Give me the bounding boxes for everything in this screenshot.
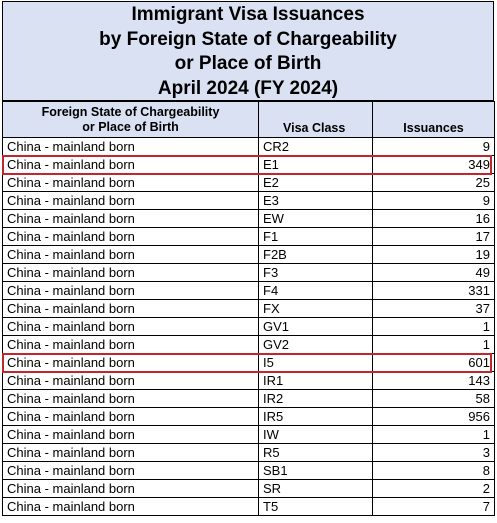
- issuances-cell: 601: [372, 353, 495, 372]
- issuances-cell: 7: [372, 497, 495, 516]
- issuances-cell: 37: [372, 299, 495, 318]
- issuances-cell: 1: [372, 335, 495, 354]
- issuances-cell: 25: [372, 173, 495, 192]
- table-row: China - mainland born GV1 1: [2, 317, 495, 336]
- state-cell: China - mainland born: [2, 371, 259, 390]
- issuances-cell: 3: [372, 443, 495, 462]
- issuances-cell: 8: [372, 461, 495, 480]
- issuances-cell: 9: [372, 137, 495, 156]
- table-row: China - mainland born IW 1: [2, 425, 495, 444]
- visa-class-cell: IR5: [258, 407, 373, 426]
- state-cell: China - mainland born: [2, 335, 259, 354]
- visa-class-cell: IR1: [258, 371, 373, 390]
- issuances-cell: 349: [372, 155, 495, 174]
- title-line-2: by Foreign State of Chargeability: [99, 28, 397, 50]
- table-body: China - mainland born CR2 9 China - mainlan…: [2, 137, 495, 516]
- visa-class-cell: EW: [258, 209, 373, 228]
- issuances-cell: 2: [372, 479, 495, 498]
- table-row: China - mainland born I5 601: [2, 353, 495, 372]
- table-row: China - mainland born CR2 9: [2, 137, 495, 156]
- state-cell: China - mainland born: [2, 479, 259, 498]
- table-row: China - mainland born EW 16: [2, 209, 495, 228]
- state-cell: China - mainland born: [2, 317, 259, 336]
- table-row: China - mainland born R5 3: [2, 443, 495, 462]
- table-row: China - mainland born F4 331: [2, 281, 495, 300]
- visa-class-cell: CR2: [258, 137, 373, 156]
- state-cell: China - mainland born: [2, 137, 259, 156]
- table-row: China - mainland born E3 9: [2, 191, 495, 210]
- issuances-cell: 1: [372, 425, 495, 444]
- state-cell: China - mainland born: [2, 461, 259, 480]
- issuances-cell: 9: [372, 191, 495, 210]
- issuances-cell: 143: [372, 371, 495, 390]
- visa-class-cell: SR: [258, 479, 373, 498]
- visa-class-cell: E2: [258, 173, 373, 192]
- state-cell: China - mainland born: [2, 155, 259, 174]
- state-cell: China - mainland born: [2, 173, 259, 192]
- column-header-state-line-2: or Place of Birth: [82, 119, 179, 134]
- state-cell: China - mainland born: [2, 209, 259, 228]
- table-row: China - mainland born F2B 19: [2, 245, 495, 264]
- table-row: China - mainland born IR1 143: [2, 371, 495, 390]
- state-cell: China - mainland born: [2, 389, 259, 408]
- visa-class-cell: FX: [258, 299, 373, 318]
- visa-class-cell: F1: [258, 227, 373, 246]
- issuances-cell: 49: [372, 263, 495, 282]
- state-cell: China - mainland born: [2, 497, 259, 516]
- state-cell: China - mainland born: [2, 245, 259, 264]
- issuances-cell: 58: [372, 389, 495, 408]
- table-row: China - mainland born T5 7: [2, 497, 495, 516]
- visa-class-cell: F2B: [258, 245, 373, 264]
- issuances-cell: 956: [372, 407, 495, 426]
- state-cell: China - mainland born: [2, 443, 259, 462]
- visa-issuance-sheet: Immigrant Visa Issuances by Foreign Stat…: [2, 1, 495, 516]
- state-cell: China - mainland born: [2, 299, 259, 318]
- issuances-table: Foreign State of Chargeability or Place …: [2, 101, 495, 516]
- issuances-cell: 1: [372, 317, 495, 336]
- visa-class-cell: I5: [258, 353, 373, 372]
- visa-class-cell: GV2: [258, 335, 373, 354]
- table-row: China - mainland born IR2 58: [2, 389, 495, 408]
- issuances-cell: 331: [372, 281, 495, 300]
- title-line-1: Immigrant Visa Issuances: [131, 4, 365, 25]
- issuances-cell: 16: [372, 209, 495, 228]
- table-row: China - mainland born E1 349: [2, 155, 495, 174]
- visa-class-cell: IR2: [258, 389, 373, 408]
- column-header-state-line-1: Foreign State of Chargeability: [41, 104, 220, 119]
- visa-class-cell: IW: [258, 425, 373, 444]
- table-row: China - mainland born E2 25: [2, 173, 495, 192]
- table-row: China - mainland born IR5 956: [2, 407, 495, 426]
- visa-class-cell: T5: [258, 497, 373, 516]
- table-header-row: Foreign State of Chargeability or Place …: [2, 101, 495, 138]
- state-cell: China - mainland born: [2, 263, 259, 282]
- table-row: China - mainland born GV2 1: [2, 335, 495, 354]
- issuances-cell: 17: [372, 227, 495, 246]
- table-row: China - mainland born SR 2: [2, 479, 495, 498]
- state-cell: China - mainland born: [2, 191, 259, 210]
- visa-class-cell: GV1: [258, 317, 373, 336]
- title-line-4: April 2024 (FY 2024): [157, 77, 339, 99]
- state-cell: China - mainland born: [2, 227, 259, 246]
- state-cell: China - mainland born: [2, 281, 259, 300]
- visa-class-cell: F4: [258, 281, 373, 300]
- state-cell: China - mainland born: [2, 353, 259, 372]
- visa-class-cell: F3: [258, 263, 373, 282]
- table-row: China - mainland born F3 49: [2, 263, 495, 282]
- visa-class-cell: SB1: [258, 461, 373, 480]
- column-header-state: Foreign State of Chargeability or Place …: [2, 101, 259, 138]
- table-row: China - mainland born SB1 8: [2, 461, 495, 480]
- column-header-issuances: Issuances: [372, 101, 495, 138]
- table-row: China - mainland born F1 17: [2, 227, 495, 246]
- visa-class-cell: E3: [258, 191, 373, 210]
- visa-class-cell: R5: [258, 443, 373, 462]
- column-header-visa-class: Visa Class: [258, 101, 373, 138]
- state-cell: China - mainland born: [2, 407, 259, 426]
- title-line-3: or Place of Birth: [174, 53, 322, 74]
- report-title: Immigrant Visa Issuances by Foreign Stat…: [2, 1, 494, 101]
- table-row: China - mainland born FX 37: [2, 299, 495, 318]
- visa-class-cell: E1: [258, 155, 373, 174]
- state-cell: China - mainland born: [2, 425, 259, 444]
- issuances-cell: 19: [372, 245, 495, 264]
